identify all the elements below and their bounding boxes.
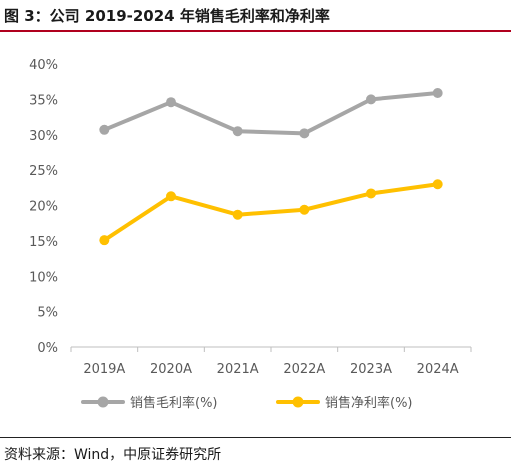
data-point — [366, 94, 376, 105]
data-point — [432, 88, 443, 99]
y-tick-label: 0% — [37, 341, 58, 356]
series-2 — [99, 179, 443, 246]
y-tick-label: 5% — [37, 306, 58, 321]
x-tick-label: 2019A — [83, 362, 125, 377]
y-tick-label: 15% — [29, 235, 58, 250]
y-axis: 0% 5% 10% 15% 20% 25% 30% 35% 40% — [29, 58, 58, 356]
data-point — [166, 191, 176, 202]
legend-item: 销售毛利率(%) — [81, 395, 218, 411]
source-rule — [0, 437, 511, 438]
x-tick-label: 2022A — [283, 362, 325, 377]
series-1 — [99, 88, 443, 139]
legend-item: 销售净利率(%) — [276, 395, 413, 411]
y-tick-label: 40% — [29, 58, 58, 73]
series-layer — [99, 88, 443, 246]
data-point — [299, 128, 310, 139]
series-line — [102, 182, 440, 243]
title-bar: 图 3：公司 2019-2024 年销售毛利率和净利率 — [0, 0, 511, 30]
legend-label: 销售净利率(%) — [325, 395, 413, 411]
line-chart: 0% 5% 10% 15% 20% 25% 30% 35% 40% 2019A 2020A 2021… — [29, 58, 472, 411]
x-tick-label: 2021A — [217, 362, 259, 377]
x-tick-label: 2023A — [350, 362, 392, 377]
data-point — [232, 209, 243, 220]
title-rule — [0, 30, 511, 32]
figure-title: 图 3：公司 2019-2024 年销售毛利率和净利率 — [4, 7, 330, 25]
data-point — [99, 124, 110, 135]
y-tick-label: 20% — [29, 200, 58, 215]
source-note: 资料来源：Wind，中原证券研究所 — [4, 447, 222, 463]
x-axis: 2019A 2020A 2021A 2022A 2023A 2024A — [70, 346, 472, 377]
data-point — [299, 204, 310, 215]
data-point — [99, 235, 110, 246]
legend-label: 销售毛利率(%) — [130, 395, 218, 411]
y-tick-label: 30% — [29, 129, 58, 144]
legend-marker-swatch — [97, 396, 109, 408]
legend-marker-swatch — [292, 396, 304, 408]
y-tick-label: 10% — [29, 270, 58, 285]
y-tick-label: 35% — [29, 93, 58, 108]
data-point — [432, 179, 443, 190]
y-tick-label: 25% — [29, 164, 58, 179]
data-point — [166, 97, 176, 108]
legend: 销售毛利率(%) 销售净利率(%) — [81, 395, 413, 411]
series-line — [102, 91, 440, 136]
data-point — [366, 188, 376, 199]
data-point — [232, 126, 243, 137]
x-tick-label: 2020A — [150, 362, 192, 377]
x-tick-label: 2024A — [417, 362, 459, 377]
